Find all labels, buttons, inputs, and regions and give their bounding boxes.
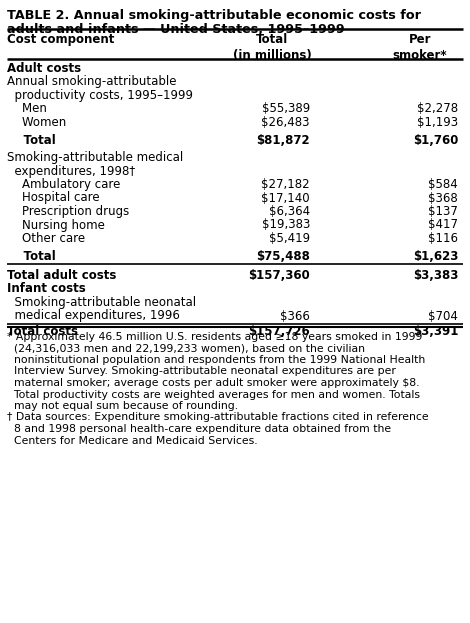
- Text: adults and infants — United States, 1995–1999: adults and infants — United States, 1995…: [7, 23, 345, 36]
- Text: $704: $704: [428, 310, 458, 323]
- Text: 8 and 1998 personal health-care expenditure data obtained from the: 8 and 1998 personal health-care expendit…: [7, 424, 391, 434]
- Text: $6,364: $6,364: [269, 205, 310, 218]
- Text: $26,483: $26,483: [261, 116, 310, 129]
- Text: $3,391: $3,391: [413, 325, 458, 338]
- Text: $137: $137: [428, 205, 458, 218]
- Text: Total
(in millions): Total (in millions): [233, 33, 311, 62]
- Text: $81,872: $81,872: [256, 133, 310, 146]
- Text: medical expenditures, 1996: medical expenditures, 1996: [7, 310, 180, 323]
- Text: $157,726: $157,726: [248, 325, 310, 338]
- Text: $75,488: $75,488: [256, 249, 310, 262]
- Text: $417: $417: [428, 219, 458, 232]
- Text: $116: $116: [428, 232, 458, 245]
- Text: Total adult costs: Total adult costs: [7, 269, 117, 282]
- Text: Total: Total: [7, 249, 56, 262]
- Text: Annual smoking-attributable: Annual smoking-attributable: [7, 75, 177, 88]
- Text: $5,419: $5,419: [269, 232, 310, 245]
- Text: $55,389: $55,389: [262, 103, 310, 115]
- Text: Women: Women: [7, 116, 66, 129]
- Text: maternal smoker; average costs per adult smoker were approximately $8.: maternal smoker; average costs per adult…: [7, 378, 420, 388]
- Text: Ambulatory care: Ambulatory care: [7, 178, 120, 191]
- Text: Prescription drugs: Prescription drugs: [7, 205, 129, 218]
- Text: $27,182: $27,182: [261, 178, 310, 191]
- Text: $17,140: $17,140: [261, 191, 310, 204]
- Text: Centers for Medicare and Medicaid Services.: Centers for Medicare and Medicaid Servic…: [7, 435, 258, 445]
- Text: noninstitutional population and respondents from the 1999 National Health: noninstitutional population and responde…: [7, 355, 425, 365]
- Text: $368: $368: [428, 191, 458, 204]
- Text: $1,760: $1,760: [413, 133, 458, 146]
- Text: $584: $584: [428, 178, 458, 191]
- Text: Smoking-attributable medical: Smoking-attributable medical: [7, 151, 183, 164]
- Text: Nursing home: Nursing home: [7, 219, 105, 232]
- Text: $1,623: $1,623: [413, 249, 458, 262]
- Text: Hospital care: Hospital care: [7, 191, 100, 204]
- Text: $19,383: $19,383: [262, 219, 310, 232]
- Text: may not equal sum because of rounding.: may not equal sum because of rounding.: [7, 401, 238, 411]
- Text: Men: Men: [7, 103, 47, 115]
- Text: Per
smoker*: Per smoker*: [393, 33, 447, 62]
- Text: TABLE 2. Annual smoking-attributable economic costs for: TABLE 2. Annual smoking-attributable eco…: [7, 9, 421, 22]
- Text: $2,278: $2,278: [417, 103, 458, 115]
- Text: Total: Total: [7, 133, 56, 146]
- Text: † Data sources: Expenditure smoking-attributable fractions cited in reference: † Data sources: Expenditure smoking-attr…: [7, 412, 429, 422]
- Text: $157,360: $157,360: [248, 269, 310, 282]
- Text: expenditures, 1998†: expenditures, 1998†: [7, 164, 135, 178]
- Text: Cost component: Cost component: [7, 33, 114, 46]
- Text: $1,193: $1,193: [417, 116, 458, 129]
- Text: (24,316,033 men and 22,199,233 women), based on the civilian: (24,316,033 men and 22,199,233 women), b…: [7, 343, 365, 353]
- Text: $3,383: $3,383: [413, 269, 458, 282]
- Text: Total costs: Total costs: [7, 325, 78, 338]
- Text: $366: $366: [280, 310, 310, 323]
- Text: productivity costs, 1995–1999: productivity costs, 1995–1999: [7, 89, 193, 102]
- Text: * Approximately 46.5 million U.S. residents aged ≥18 years smoked in 1999: * Approximately 46.5 million U.S. reside…: [7, 332, 423, 342]
- Text: Smoking-attributable neonatal: Smoking-attributable neonatal: [7, 296, 196, 309]
- Text: Adult costs: Adult costs: [7, 62, 81, 75]
- Text: Total productivity costs are weighted averages for men and women. Totals: Total productivity costs are weighted av…: [7, 389, 420, 399]
- Text: Other care: Other care: [7, 232, 85, 245]
- Text: Infant costs: Infant costs: [7, 282, 86, 295]
- Text: Interview Survey. Smoking-attributable neonatal expenditures are per: Interview Survey. Smoking-attributable n…: [7, 366, 396, 376]
